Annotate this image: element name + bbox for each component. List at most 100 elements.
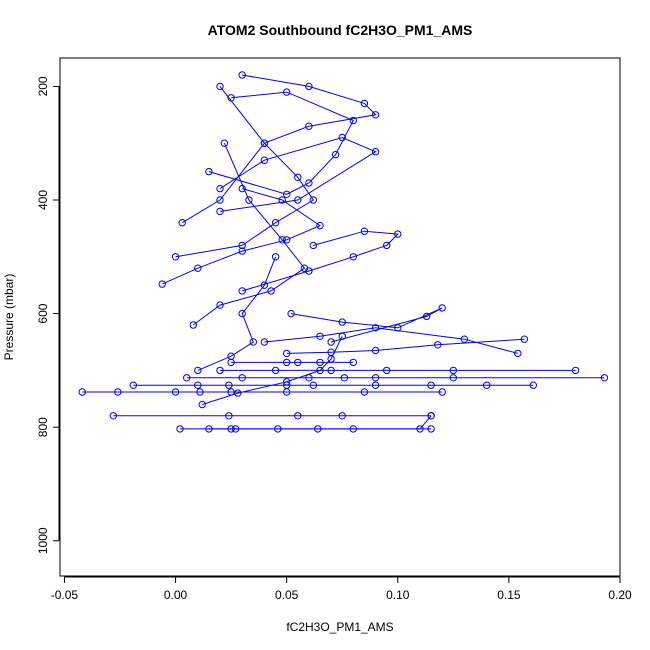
data-point xyxy=(216,366,224,375)
data-point xyxy=(371,324,380,332)
data-point xyxy=(338,133,346,142)
data-point xyxy=(314,425,322,433)
data-point xyxy=(309,196,317,204)
x-tick-label: 0.00 xyxy=(164,588,188,602)
data-point xyxy=(171,253,180,261)
plot-frame xyxy=(59,57,621,577)
y-tick-label: 600 xyxy=(36,303,50,323)
data-point xyxy=(340,374,349,382)
data-point xyxy=(196,388,204,396)
x-tick-label: 0.20 xyxy=(608,588,632,602)
data-point xyxy=(305,179,313,187)
data-point xyxy=(305,82,313,91)
data-point xyxy=(216,196,224,204)
y-axis: 200 400 600 800 1000 xyxy=(36,76,60,554)
data-point xyxy=(129,381,138,389)
data-point xyxy=(316,332,324,340)
data-point xyxy=(360,388,369,396)
data-point xyxy=(260,281,269,289)
data-point xyxy=(394,230,402,238)
x-tick-label: 0.05 xyxy=(275,588,299,602)
data-point xyxy=(194,366,202,375)
data-point xyxy=(260,156,269,164)
data-point xyxy=(371,148,380,156)
data-point xyxy=(571,366,580,375)
data-point xyxy=(283,236,291,244)
data-point xyxy=(205,425,213,433)
data-point xyxy=(238,309,246,318)
series-line xyxy=(208,91,354,195)
data-point xyxy=(316,221,324,230)
data-point xyxy=(234,389,242,397)
data-point xyxy=(305,122,313,130)
data-point xyxy=(178,219,186,227)
data-point xyxy=(216,184,224,193)
data-point xyxy=(600,374,609,382)
data-point xyxy=(360,99,369,108)
data-point xyxy=(316,358,324,367)
data-point xyxy=(78,388,86,396)
y-axis-label: Pressure (mbar) xyxy=(2,274,16,361)
plot-area xyxy=(78,71,609,433)
data-point xyxy=(371,346,380,355)
data-point xyxy=(438,388,446,396)
series-line xyxy=(175,86,315,258)
data-point xyxy=(198,400,206,409)
data-point xyxy=(274,425,282,433)
series-line xyxy=(193,143,306,326)
data-point xyxy=(349,116,357,125)
data-point xyxy=(260,338,269,346)
data-point xyxy=(460,335,469,343)
data-point xyxy=(267,287,275,295)
x-tick-label: 0.15 xyxy=(497,588,521,602)
data-point xyxy=(309,241,317,250)
data-point xyxy=(114,388,122,396)
x-tick-label: 0.10 xyxy=(386,588,410,602)
data-point xyxy=(383,366,391,375)
data-point xyxy=(278,196,286,204)
series-line xyxy=(264,327,518,354)
data-point xyxy=(371,374,380,382)
data-point xyxy=(287,309,295,318)
series-line xyxy=(202,336,343,405)
series-line xyxy=(181,74,377,224)
data-point xyxy=(227,352,235,360)
data-point xyxy=(520,335,529,343)
series-line xyxy=(197,256,277,371)
data-point xyxy=(294,358,302,367)
data-point xyxy=(294,173,302,182)
data-point xyxy=(225,412,233,420)
data-point xyxy=(283,349,291,358)
data-point xyxy=(327,355,335,363)
data-point xyxy=(283,378,291,386)
data-point xyxy=(383,241,391,250)
data-point xyxy=(220,139,229,147)
data-point xyxy=(309,381,317,389)
data-point xyxy=(529,381,537,389)
data-point xyxy=(171,388,180,396)
data-point xyxy=(194,264,202,272)
data-point xyxy=(394,324,402,332)
data-point xyxy=(238,374,246,382)
data-point xyxy=(338,412,346,420)
data-point xyxy=(260,139,269,147)
y-tick-label: 200 xyxy=(36,76,50,96)
data-point xyxy=(449,374,457,382)
data-point xyxy=(238,71,246,79)
data-point xyxy=(238,241,246,250)
series-line xyxy=(219,136,377,212)
data-point xyxy=(271,253,280,261)
x-axis: -0.05 0.00 0.05 0.10 0.15 0.20 xyxy=(51,576,632,602)
series-line xyxy=(242,230,399,292)
data-point xyxy=(349,358,357,367)
x-axis-label: fC2H3O_PM1_AMS xyxy=(286,620,393,634)
chart-title: ATOM2 Southbound fC2H3O_PM1_AMS xyxy=(208,22,473,38)
data-point xyxy=(427,425,435,433)
data-point xyxy=(283,88,291,96)
y-tick-label: 1000 xyxy=(36,527,50,554)
data-point xyxy=(294,196,302,204)
data-point xyxy=(271,219,280,227)
x-tick-label: -0.05 xyxy=(51,588,79,602)
